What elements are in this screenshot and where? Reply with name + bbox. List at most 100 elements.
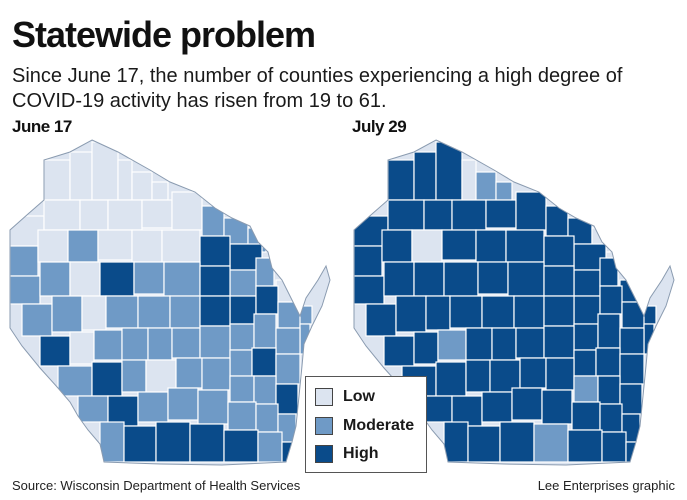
county-july-55 bbox=[573, 349, 597, 377]
county-july-45 bbox=[573, 323, 599, 351]
county-june-37 bbox=[299, 323, 311, 355]
county-june-0 bbox=[43, 159, 71, 201]
county-june-35 bbox=[255, 285, 279, 315]
county-june-72 bbox=[227, 401, 257, 431]
county-june-7 bbox=[43, 199, 81, 231]
county-july-52 bbox=[491, 327, 517, 361]
county-july-66 bbox=[619, 383, 643, 415]
county-june-53 bbox=[171, 327, 201, 359]
county-july-18 bbox=[411, 229, 443, 263]
county-july-1 bbox=[413, 151, 437, 201]
county-july-60 bbox=[465, 359, 491, 393]
county-july-20 bbox=[475, 229, 507, 263]
county-june-16 bbox=[10, 245, 39, 277]
county-june-79 bbox=[223, 429, 259, 463]
county-july-3 bbox=[461, 159, 477, 201]
state-outline bbox=[9, 139, 331, 466]
county-june-42 bbox=[137, 295, 171, 329]
county-june-57 bbox=[275, 353, 301, 385]
county-july-12 bbox=[545, 205, 569, 237]
county-june-19 bbox=[97, 229, 133, 261]
county-july-62 bbox=[519, 357, 547, 389]
county-group bbox=[354, 141, 657, 463]
county-july-11 bbox=[515, 191, 547, 231]
county-july-46 bbox=[597, 313, 621, 349]
county-june-54 bbox=[199, 325, 231, 359]
county-june-56 bbox=[251, 347, 277, 377]
county-july-17 bbox=[381, 229, 413, 263]
chart-subtitle: Since June 17, the number of counties ex… bbox=[12, 65, 623, 112]
county-june-41 bbox=[105, 295, 139, 329]
county-june-76 bbox=[123, 425, 157, 463]
county-july-39 bbox=[395, 295, 427, 333]
legend-label-low: Low bbox=[343, 388, 375, 405]
county-july-28 bbox=[383, 261, 415, 297]
county-june-60 bbox=[121, 359, 147, 393]
wisconsin-map-july-29 bbox=[353, 139, 675, 466]
county-july-44 bbox=[543, 295, 575, 327]
county-june-69 bbox=[137, 391, 169, 423]
county-july-19 bbox=[441, 229, 477, 261]
county-july-7 bbox=[387, 199, 425, 231]
chart-title: Statewide problem bbox=[12, 14, 316, 55]
county-july-22 bbox=[543, 235, 575, 267]
county-june-17 bbox=[37, 229, 69, 263]
county-june-59 bbox=[91, 361, 123, 397]
county-june-49 bbox=[69, 331, 95, 365]
county-july-53 bbox=[515, 327, 545, 359]
county-june-78 bbox=[189, 423, 225, 463]
county-june-50 bbox=[93, 329, 123, 361]
county-july-36 bbox=[621, 301, 645, 329]
county-july-64 bbox=[573, 375, 599, 403]
county-july-76 bbox=[467, 425, 501, 463]
county-june-32 bbox=[163, 261, 201, 297]
county-june-52 bbox=[147, 327, 173, 361]
county-july-65 bbox=[597, 375, 621, 405]
county-july-23 bbox=[573, 269, 601, 297]
county-june-22 bbox=[199, 235, 231, 267]
county-june-45 bbox=[229, 323, 255, 351]
county-june-55 bbox=[229, 349, 253, 377]
county-june-12 bbox=[201, 205, 225, 237]
county-june-11 bbox=[171, 191, 203, 231]
county-june-38 bbox=[21, 303, 53, 337]
county-june-23 bbox=[229, 269, 257, 297]
county-july-27 bbox=[354, 275, 385, 305]
county-june-66 bbox=[275, 383, 299, 415]
county-july-61 bbox=[489, 359, 521, 393]
county-july-49 bbox=[413, 331, 439, 365]
county-june-46 bbox=[253, 313, 277, 349]
county-june-73 bbox=[255, 403, 279, 433]
legend-item-high: High bbox=[315, 443, 379, 465]
county-july-57 bbox=[619, 353, 645, 385]
county-july-37 bbox=[643, 323, 655, 355]
county-july-38 bbox=[365, 303, 397, 337]
county-july-51 bbox=[465, 327, 493, 361]
county-july-10 bbox=[485, 199, 517, 229]
county-group bbox=[10, 141, 313, 463]
legend-label-high: High bbox=[343, 445, 379, 462]
county-july-47 bbox=[619, 327, 645, 355]
county-june-75 bbox=[99, 421, 125, 463]
county-july-16 bbox=[354, 245, 383, 277]
county-july-59 bbox=[435, 361, 467, 397]
county-july-9 bbox=[451, 199, 487, 231]
county-june-5 bbox=[151, 181, 169, 201]
county-july-29 bbox=[413, 261, 445, 297]
county-july-80 bbox=[601, 431, 627, 463]
state-outline bbox=[353, 139, 675, 466]
legend-swatch-high bbox=[315, 445, 333, 463]
county-june-43 bbox=[169, 295, 201, 329]
county-july-0 bbox=[387, 159, 415, 201]
county-june-70 bbox=[167, 387, 199, 421]
county-june-39 bbox=[51, 295, 83, 333]
county-july-78 bbox=[533, 423, 569, 463]
county-june-40 bbox=[81, 295, 107, 331]
county-july-32 bbox=[507, 261, 545, 297]
county-july-31 bbox=[477, 261, 509, 295]
county-june-63 bbox=[201, 357, 231, 391]
county-july-4 bbox=[475, 171, 497, 201]
county-june-10 bbox=[141, 199, 173, 229]
county-june-34 bbox=[229, 295, 257, 325]
county-july-70 bbox=[511, 387, 543, 421]
